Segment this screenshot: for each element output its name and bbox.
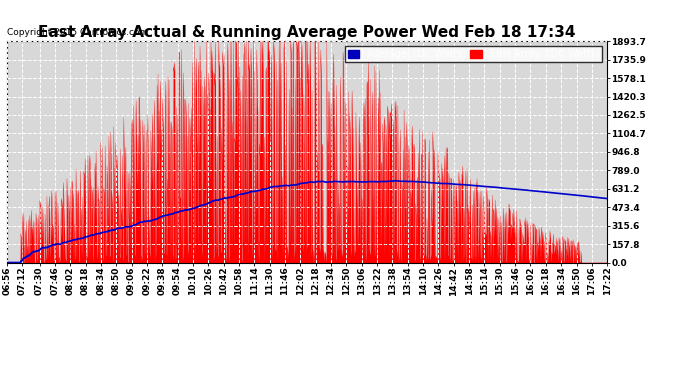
Title: East Array Actual & Running Average Power Wed Feb 18 17:34: East Array Actual & Running Average Powe…: [39, 25, 575, 40]
Legend: Average  (DC Watts), East Array  (DC Watts): Average (DC Watts), East Array (DC Watts…: [345, 46, 602, 62]
Text: Copyright 2015 Cartronics.com: Copyright 2015 Cartronics.com: [7, 28, 148, 37]
